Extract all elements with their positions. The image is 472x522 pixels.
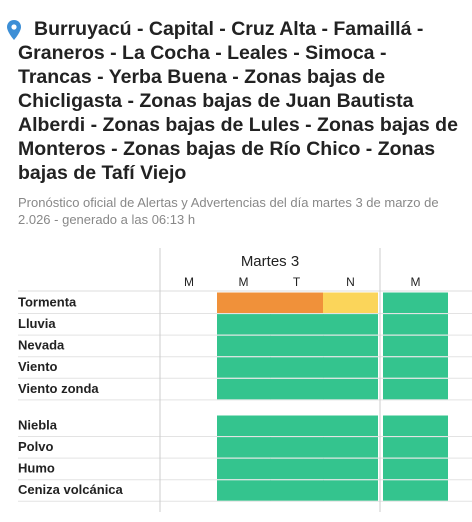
alert-cell (323, 378, 378, 400)
alert-cell (383, 378, 448, 400)
row-label: Niebla (18, 417, 58, 432)
alert-cell (383, 314, 448, 335)
row-label: Humo (18, 461, 55, 476)
alert-cell (323, 357, 378, 378)
alert-cell (270, 437, 324, 458)
alert-cell (217, 415, 271, 436)
row-label: Viento (18, 359, 58, 374)
row-label: Polvo (18, 439, 53, 454)
alert-cell (217, 458, 271, 480)
alert-cell (270, 458, 324, 480)
row-label: Lluvia (18, 316, 56, 331)
column-label: M (411, 275, 421, 289)
day-label: Martes 3 (241, 253, 299, 270)
alert-cell (383, 292, 448, 313)
row-label: Viento zonda (18, 381, 99, 396)
row-label: Tormenta (18, 294, 77, 309)
alert-cell (217, 378, 271, 400)
alert-cell (270, 314, 324, 335)
alert-cell (383, 437, 448, 458)
alert-cell (383, 480, 448, 501)
alert-cell (217, 437, 271, 458)
alert-cell (323, 415, 378, 436)
column-label: T (293, 275, 301, 289)
alert-cell (323, 314, 378, 335)
location-icon (7, 20, 21, 40)
row-label: Nevada (18, 338, 65, 353)
alert-cell (270, 292, 324, 313)
alert-cell (217, 480, 271, 501)
alert-cell (270, 335, 324, 357)
alert-cell (217, 357, 271, 378)
alert-cell (383, 357, 448, 378)
column-label: N (346, 275, 355, 289)
alert-cell (323, 458, 378, 480)
alert-cell (270, 357, 324, 378)
alert-cell (383, 458, 448, 480)
alert-cell (323, 480, 378, 501)
alert-cell (270, 415, 324, 436)
alert-cell (383, 335, 448, 357)
alert-cell (270, 378, 324, 400)
alert-cell (217, 314, 271, 335)
column-label: M (184, 275, 194, 289)
alert-table: Martes 3 M M T N M Tormenta Lluvia Nevada Viento V… (18, 248, 472, 512)
row-label: Ceniza volcánica (18, 482, 124, 497)
alert-cell (217, 292, 271, 313)
alert-cell (383, 415, 448, 436)
alert-cell (217, 335, 271, 357)
alert-cell (323, 437, 378, 458)
column-label: M (239, 275, 249, 289)
alert-cell (323, 335, 378, 357)
forecast-subtitle: Pronóstico oficial de Alertas y Adverten… (18, 195, 439, 227)
location-title: Burruyacú - Capital - Cruz Alta - Famail… (18, 18, 458, 184)
alert-cell (323, 292, 378, 313)
alert-cell (270, 480, 324, 501)
